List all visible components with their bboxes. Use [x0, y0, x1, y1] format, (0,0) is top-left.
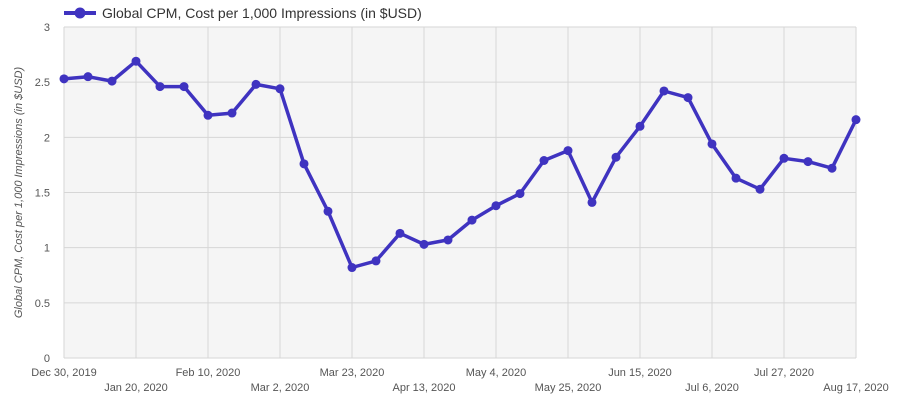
x-tick-label: Jul 6, 2020: [685, 382, 739, 394]
data-point: [227, 108, 237, 118]
x-tick-label: May 25, 2020: [535, 382, 602, 394]
series-cpm: [59, 56, 861, 273]
legend-label: Global CPM, Cost per 1,000 Impressions (…: [102, 5, 422, 21]
data-point: [323, 206, 333, 216]
y-tick-label: 1: [44, 243, 50, 255]
data-point: [371, 256, 381, 266]
gridlines: [63, 26, 857, 359]
data-point: [635, 121, 645, 131]
y-tick-label: 0: [44, 353, 50, 365]
legend-point-marker: [74, 7, 86, 19]
y-tick-label: 2.5: [35, 77, 50, 89]
x-tick-label: Jun 15, 2020: [608, 367, 672, 379]
data-point: [587, 197, 597, 207]
data-point: [563, 146, 573, 156]
data-point: [491, 201, 501, 211]
data-point: [131, 56, 141, 66]
data-point: [683, 93, 693, 103]
data-point: [755, 184, 765, 194]
y-tick-label: 2: [44, 132, 50, 144]
data-point: [299, 159, 309, 169]
data-point: [107, 76, 117, 86]
data-point: [179, 82, 189, 92]
data-point: [851, 115, 861, 125]
y-tick-label: 0.5: [35, 298, 50, 310]
data-point: [611, 152, 621, 162]
data-point: [155, 82, 165, 92]
y-tick-label: 1.5: [35, 188, 50, 200]
x-tick-label: Dec 30, 2019: [31, 367, 96, 379]
x-tick-label: Aug 17, 2020: [823, 382, 888, 394]
legend: Global CPM, Cost per 1,000 Impressions (…: [64, 5, 422, 21]
data-point: [275, 84, 285, 94]
y-axis-ticks: 0 0.5 1 1.5 2 2.5 3: [35, 22, 50, 365]
y-tick-label: 3: [44, 22, 50, 34]
data-point: [779, 153, 789, 163]
x-tick-label: Mar 23, 2020: [320, 367, 385, 379]
data-point: [347, 263, 357, 273]
data-point: [59, 74, 69, 84]
data-point: [659, 86, 669, 96]
x-axis-ticks: Dec 30, 2019 Jan 20, 2020 Feb 10, 2020 Mar …: [31, 367, 888, 394]
data-point: [731, 173, 741, 183]
x-tick-label: Jan 20, 2020: [104, 382, 168, 394]
x-tick-label: Apr 13, 2020: [393, 382, 456, 394]
data-point: [515, 189, 525, 199]
data-point: [827, 163, 837, 173]
data-point: [443, 235, 453, 245]
data-point: [251, 79, 261, 89]
x-tick-label: Jul 27, 2020: [754, 367, 814, 379]
data-point: [395, 228, 405, 238]
series-line: [62, 59, 858, 270]
y-axis-label: Global CPM, Cost per 1,000 Impressions (…: [13, 67, 25, 319]
data-point: [707, 139, 717, 149]
data-point: [203, 110, 213, 120]
data-point: [467, 215, 477, 225]
data-point: [419, 239, 429, 249]
data-point: [83, 72, 93, 82]
x-tick-label: May 4, 2020: [466, 367, 527, 379]
data-point: [539, 156, 549, 166]
data-point: [803, 157, 813, 167]
x-tick-label: Feb 10, 2020: [176, 367, 241, 379]
x-tick-label: Mar 2, 2020: [251, 382, 310, 394]
